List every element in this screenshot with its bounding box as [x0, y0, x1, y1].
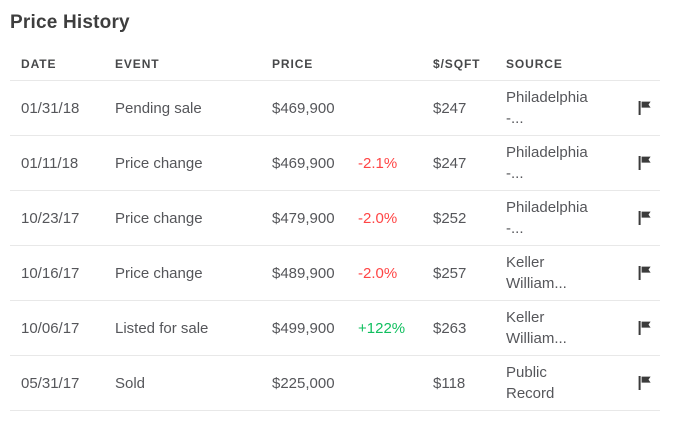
sqft-cell: $252 — [433, 209, 467, 227]
price-history-rows: 01/31/18 Pending sale $469,900 $247 Phil… — [10, 81, 660, 411]
price-cell: $225,000 — [272, 374, 335, 392]
event-cell: Listed for sale — [115, 319, 209, 337]
price-cell: $469,900 — [272, 99, 335, 117]
source-cell: Philadelphia -... — [506, 142, 633, 184]
source-line-1: Philadelphia — [506, 199, 588, 216]
table-row: 10/23/17 Price change $479,900 -2.0% $25… — [10, 191, 660, 246]
flag-cell — [633, 320, 660, 336]
event-cell: Price change — [115, 209, 203, 227]
price-history-table: DATE EVENT PRICE $/SQFT SOURCE 01/31/18 … — [10, 34, 660, 411]
price-cell: $479,900 — [272, 209, 335, 227]
source-line-2: William... — [506, 275, 567, 292]
flag-report-button[interactable] — [637, 155, 652, 171]
table-header-row: DATE EVENT PRICE $/SQFT SOURCE — [10, 34, 660, 81]
source-line-2: William... — [506, 330, 567, 347]
flag-cell — [633, 375, 660, 391]
source-line-1: Keller — [506, 309, 545, 326]
event-cell: Pending sale — [115, 99, 202, 117]
header-date: DATE — [21, 57, 57, 71]
source-cell: Keller William... — [506, 307, 633, 349]
table-row: 01/11/18 Price change $469,900 -2.1% $24… — [10, 136, 660, 191]
source-cell: Public Record — [506, 362, 633, 404]
flag-icon — [638, 321, 651, 335]
flag-report-button[interactable] — [637, 100, 652, 116]
source-cell: Philadelphia -... — [506, 87, 633, 129]
source-line-2: -... — [506, 110, 524, 127]
event-cell: Sold — [115, 374, 146, 392]
flag-icon — [638, 211, 651, 225]
sqft-cell: $257 — [433, 264, 467, 282]
table-row: 10/16/17 Price change $489,900 -2.0% $25… — [10, 246, 660, 301]
header-event: EVENT — [115, 57, 160, 71]
price-history-section: Price History DATE EVENT PRICE $/SQFT SO… — [0, 12, 687, 411]
flag-icon — [638, 266, 651, 280]
header-price: PRICE — [272, 57, 314, 71]
flag-icon — [638, 376, 651, 390]
source-line-1: Philadelphia — [506, 144, 588, 161]
source-line-2: Record — [506, 385, 555, 402]
date-cell: 10/23/17 — [21, 209, 80, 227]
flag-cell — [633, 100, 660, 116]
flag-cell — [633, 265, 660, 281]
flag-report-button[interactable] — [637, 375, 652, 391]
table-row: 01/31/18 Pending sale $469,900 $247 Phil… — [10, 81, 660, 136]
source-line-2: -... — [506, 165, 524, 182]
sqft-cell: $247 — [433, 154, 467, 172]
date-cell: 10/16/17 — [21, 264, 80, 282]
flag-report-button[interactable] — [637, 265, 652, 281]
source-cell: Philadelphia -... — [506, 197, 633, 239]
flag-icon — [638, 101, 651, 115]
flag-report-button[interactable] — [637, 320, 652, 336]
event-cell: Price change — [115, 264, 203, 282]
sqft-cell: $263 — [433, 319, 467, 337]
flag-icon — [638, 156, 651, 170]
header-source: SOURCE — [506, 57, 563, 71]
price-cell: $499,900 — [272, 319, 335, 337]
sqft-cell: $247 — [433, 99, 467, 117]
event-cell: Price change — [115, 154, 203, 172]
header-sqft: $/SQFT — [433, 57, 481, 71]
source-line-2: -... — [506, 220, 524, 237]
page-title: Price History — [10, 12, 130, 33]
source-line-1: Philadelphia — [506, 89, 588, 106]
price-change: +122% — [358, 319, 406, 337]
flag-cell — [633, 155, 660, 171]
price-change: -2.0% — [358, 209, 398, 227]
date-cell: 05/31/17 — [21, 374, 80, 392]
price-change: -2.0% — [358, 264, 398, 282]
table-row: 10/06/17 Listed for sale $499,900 +122% … — [10, 301, 660, 356]
table-row: 05/31/17 Sold $225,000 $118 Public Recor… — [10, 356, 660, 411]
date-cell: 01/11/18 — [21, 154, 79, 172]
source-cell: Keller William... — [506, 252, 633, 294]
source-line-1: Keller — [506, 254, 545, 271]
flag-report-button[interactable] — [637, 210, 652, 226]
price-cell: $489,900 — [272, 264, 335, 282]
date-cell: 10/06/17 — [21, 319, 80, 337]
date-cell: 01/31/18 — [21, 99, 80, 117]
price-change: -2.1% — [358, 154, 398, 172]
flag-cell — [633, 210, 660, 226]
source-line-1: Public — [506, 364, 547, 381]
sqft-cell: $118 — [433, 374, 466, 392]
price-cell: $469,900 — [272, 154, 335, 172]
